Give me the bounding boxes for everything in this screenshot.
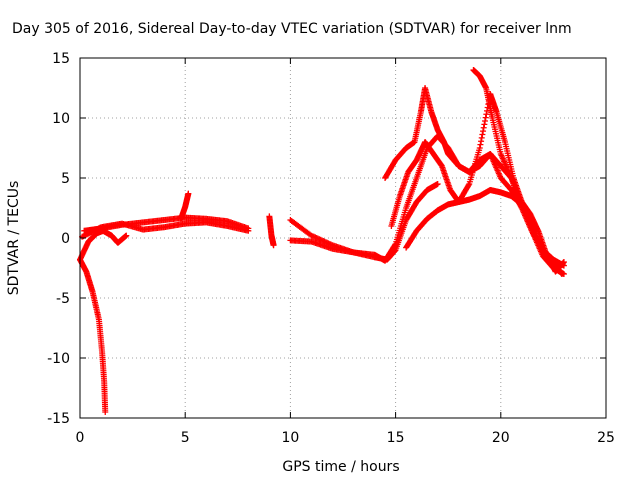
data-point [270,242,277,249]
data-point [481,121,488,128]
data-point [465,182,472,189]
x-tick-label: 25 [597,430,615,446]
series-arc-6 [266,213,277,249]
data-point [476,145,483,151]
x-tick-label: 10 [281,430,299,446]
y-tick-label: 0 [61,231,70,247]
y-tick-label: 5 [61,171,70,187]
series-arc-4 [79,219,252,240]
y-tick-label: -5 [56,291,70,307]
data-point [479,131,486,138]
data-point [391,242,398,249]
x-axis-label: GPS time / hours [282,459,399,475]
data-point [102,409,109,415]
y-tick-label: -10 [47,351,70,367]
x-tick-label: 15 [387,430,405,446]
data-point [245,227,252,234]
x-tick-label: 5 [181,430,190,446]
data-point [477,141,484,148]
y-tick-label: 15 [52,51,70,67]
axis-ticks [79,57,607,419]
x-tick-label: 20 [492,430,510,446]
series-arc-5 [177,190,192,222]
data-point [482,114,489,121]
data-point [480,124,487,131]
y-tick-label: 10 [52,111,70,127]
data-point [480,128,487,135]
data-point [483,111,490,118]
data-point [558,271,565,277]
data-point [434,181,441,187]
data-point [123,232,130,239]
chart-title: Day 305 of 2016, Sidereal Day-to-day VTE… [12,21,572,37]
x-tick-label: 0 [76,430,85,446]
data-point [478,134,485,141]
tick-labels: 0 5 10 15 20 25 -15 -10 -5 0 5 10 15 [47,51,615,446]
data-point [185,190,192,197]
y-tick-label: -15 [47,411,70,427]
series-arc-2 [77,227,130,263]
data-points [77,67,567,415]
y-axis-label: SDTVAR / TECUs [6,181,22,296]
data-point [482,118,489,124]
series-arc-12 [470,67,565,277]
data-point [560,259,567,265]
data-point [478,138,485,145]
